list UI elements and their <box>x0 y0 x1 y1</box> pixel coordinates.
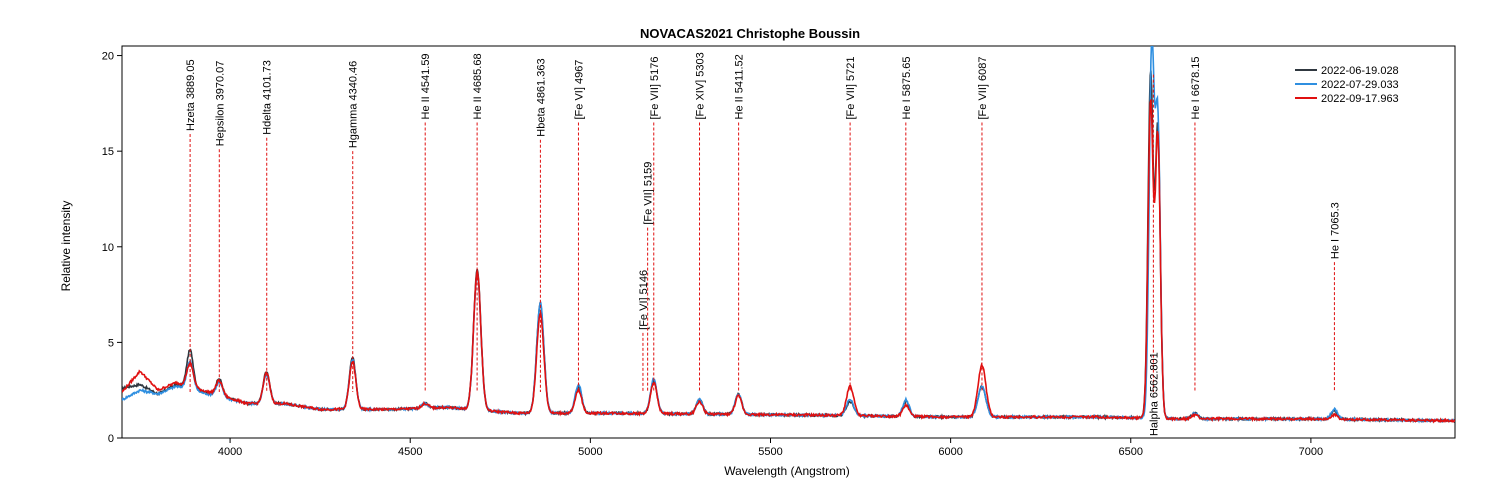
annotation-label: He II 4685.68 <box>472 53 484 119</box>
x-tick-label: 6500 <box>1119 446 1143 458</box>
annotation-label: [Fe XIV] 5303 <box>695 52 707 119</box>
x-tick-label: 4500 <box>398 446 422 458</box>
x-tick-label: 5500 <box>758 446 782 458</box>
x-tick-label: 4000 <box>218 446 242 458</box>
annotation-label: Hbeta 4861.363 <box>535 58 547 136</box>
annotation-label: [Fe VI] 5146 <box>638 270 650 330</box>
y-tick-label: 5 <box>108 337 114 349</box>
annotation-label: He II 5411.52 <box>734 54 746 119</box>
y-tick-label: 10 <box>102 242 114 254</box>
annotation-label: [Fe VII] 5721 <box>845 57 857 120</box>
x-axis-label: Wavelength (Angstrom) <box>724 464 850 478</box>
plot-frame <box>121 45 1456 439</box>
annotation-label: [Fe VII] 5159 <box>643 162 655 225</box>
annotation-label: He I 7065.3 <box>1329 202 1341 259</box>
annotation-label: [Fe VI] 4967 <box>573 60 585 120</box>
legend-label: 2022-09-17.963 <box>1321 93 1399 105</box>
legend-label: 2022-07-29.033 <box>1321 79 1399 91</box>
y-tick-label: 20 <box>102 51 114 63</box>
chart-title: NOVACAS2021 Christophe Boussin <box>640 26 860 41</box>
legend: 2022-06-19.028 2022-07-29.033 2022-09-17.9… <box>1295 65 1399 105</box>
series-line-2022-06-19.028 <box>122 70 1455 424</box>
annotation-label: He I 5875.65 <box>901 56 913 119</box>
annotation-label: Hdelta 4101.73 <box>262 60 274 135</box>
annotation-label: Hzeta 3889.05 <box>185 59 197 131</box>
annotation-label: [Fe VII] 5176 <box>649 57 661 120</box>
annotation-label: Halpha 6562.801 <box>1148 352 1160 436</box>
annotation-label: He II 4541.59 <box>420 53 432 119</box>
y-tick-label: 0 <box>108 433 114 445</box>
plot-area: 4000 4500 5000 5500 6000 6500 7000 0 5 10 15 20 Hzet… <box>102 45 1456 458</box>
x-tick-label: 5000 <box>578 446 602 458</box>
x-tick-label: 6000 <box>938 446 962 458</box>
series-line-2022-09-17.963 <box>122 99 1455 424</box>
annotation-label: Hgamma 4340.46 <box>348 61 360 148</box>
y-tick-label: 15 <box>102 146 114 158</box>
annotation-label: Hepsilon 3970.07 <box>214 61 226 147</box>
legend-label: 2022-06-19.028 <box>1321 65 1399 77</box>
series-line-2022-07-29.033 <box>122 46 1455 424</box>
x-tick-label: 7000 <box>1299 446 1323 458</box>
annotation-label: He I 6678.15 <box>1190 56 1202 119</box>
y-axis-label: Relative intensity <box>59 201 73 292</box>
annotation-label: [Fe VII] 6087 <box>977 57 989 120</box>
